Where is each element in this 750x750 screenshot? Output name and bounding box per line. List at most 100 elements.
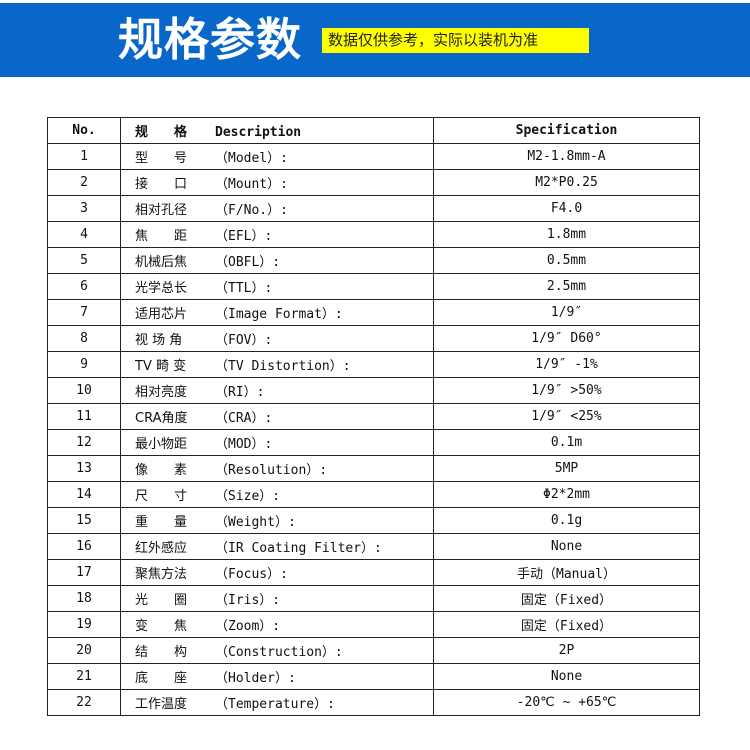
row-desc-en: （Resolution）: <box>215 463 328 478</box>
row-desc-cn: CRA角度 <box>135 411 188 426</box>
row-no: 17 <box>47 559 121 586</box>
row-spec: None <box>433 663 700 690</box>
table-row: 21 底 座 （Holder）: None <box>47 663 700 690</box>
row-description: 相对孔径 （F/No.）: <box>120 195 434 222</box>
row-no: 5 <box>47 247 121 274</box>
row-no: 12 <box>47 429 121 456</box>
row-desc-cn: 底 座 <box>135 671 188 686</box>
row-description: TV 畸 变 （TV Distortion）: <box>120 351 434 378</box>
row-no: 3 <box>47 195 121 222</box>
header-description: 规 格 Description <box>120 117 434 144</box>
row-spec: 1.8mm <box>433 221 700 248</box>
table-row: 3 相对孔径 （F/No.）: F4.0 <box>47 195 700 222</box>
row-desc-cn: 聚焦方法 <box>135 567 188 582</box>
row-description: 适用芯片 （Image Format）: <box>120 299 434 326</box>
row-desc-en: （MOD）: <box>215 437 273 452</box>
row-no: 2 <box>47 169 121 196</box>
row-spec: 1/9″ <box>433 299 700 326</box>
row-description: 光学总长 （TTL）: <box>120 273 434 300</box>
header-desc-cn: 规 格 <box>135 125 188 140</box>
row-desc-en: （Focus）: <box>215 567 288 582</box>
table-row: 2 接 口 （Mount）: M2*P0.25 <box>47 169 700 196</box>
table-row: 16 红外感应 （IR Coating Filter）: None <box>47 533 700 560</box>
table-row: 8 视 场 角 （FOV）: 1/9″ D60° <box>47 325 700 352</box>
row-desc-cn: 适用芯片 <box>135 307 188 322</box>
row-spec: 2.5mm <box>433 273 700 300</box>
row-spec: -20℃ ~ +65℃ <box>433 689 700 716</box>
spec-table: No. 规 格 Description Specification 1 型 号 （Mo… <box>47 117 700 716</box>
table-row: 10 相对亮度 （RI）: 1/9″ >50% <box>47 377 700 404</box>
table-row: 18 光 圈 （Iris）: 固定（Fixed） <box>47 585 700 612</box>
row-no: 15 <box>47 507 121 534</box>
row-no: 19 <box>47 611 121 638</box>
row-desc-cn: 接 口 <box>135 177 188 192</box>
row-description: 工作温度 （Temperature）: <box>120 689 434 716</box>
row-desc-cn: 红外感应 <box>135 541 188 556</box>
row-desc-cn: 视 场 角 <box>135 333 183 348</box>
row-spec: 手动（Manual） <box>433 559 700 586</box>
row-desc-en: （OBFL）: <box>215 255 281 270</box>
row-description: 尺 寸 （Size）: <box>120 481 434 508</box>
row-desc-en: （Zoom）: <box>215 619 281 634</box>
row-no: 16 <box>47 533 121 560</box>
disclaimer-note: 数据仅供参考，实际以装机为准 <box>322 28 589 53</box>
page-title: 规格参数 <box>118 13 303 66</box>
row-no: 10 <box>47 377 121 404</box>
row-spec: 固定（Fixed） <box>433 611 700 638</box>
row-desc-cn: 重 量 <box>135 515 188 530</box>
row-desc-en: （FOV）: <box>215 333 273 348</box>
row-spec: M2*P0.25 <box>433 169 700 196</box>
row-spec: Φ2*2mm <box>433 481 700 508</box>
table-row: 4 焦 距 （EFL）: 1.8mm <box>47 221 700 248</box>
row-desc-cn: 工作温度 <box>135 697 188 712</box>
table-row: 12 最小物距 （MOD）: 0.1m <box>47 429 700 456</box>
table-row: 13 像 素 （Resolution）: 5MP <box>47 455 700 482</box>
table-header-row: No. 规 格 Description Specification <box>47 117 700 144</box>
row-description: 最小物距 （MOD）: <box>120 429 434 456</box>
row-desc-en: （Iris）: <box>215 593 281 608</box>
row-description: 型 号 （Model）: <box>120 143 434 170</box>
row-desc-cn: 尺 寸 <box>135 489 188 504</box>
row-desc-cn: 变 焦 <box>135 619 188 634</box>
row-no: 7 <box>47 299 121 326</box>
row-description: 像 素 （Resolution）: <box>120 455 434 482</box>
row-desc-en: （RI）: <box>215 385 265 400</box>
row-desc-en: （Model）: <box>215 151 288 166</box>
row-desc-en: （EFL）: <box>215 229 273 244</box>
table-row: 11 CRA角度 （CRA）: 1/9″ <25% <box>47 403 700 430</box>
row-spec: 0.5mm <box>433 247 700 274</box>
row-desc-cn: 相对孔径 <box>135 203 188 218</box>
row-desc-en: （IR Coating Filter）: <box>215 541 382 556</box>
table-row: 5 机械后焦 （OBFL）: 0.5mm <box>47 247 700 274</box>
row-spec: 固定（Fixed） <box>433 585 700 612</box>
row-desc-en: （Size）: <box>215 489 281 504</box>
row-description: 结 构 （Construction）: <box>120 637 434 664</box>
row-description: 机械后焦 （OBFL）: <box>120 247 434 274</box>
row-desc-cn: 光 圈 <box>135 593 188 608</box>
row-desc-cn: 光学总长 <box>135 281 188 296</box>
row-no: 18 <box>47 585 121 612</box>
row-no: 6 <box>47 273 121 300</box>
row-no: 11 <box>47 403 121 430</box>
table-row: 6 光学总长 （TTL）: 2.5mm <box>47 273 700 300</box>
row-description: 重 量 （Weight）: <box>120 507 434 534</box>
row-spec: 1/9″ <25% <box>433 403 700 430</box>
table-row: 19 变 焦 （Zoom）: 固定（Fixed） <box>47 611 700 638</box>
row-desc-en: （Construction）: <box>215 645 343 660</box>
row-spec: M2-1.8mm-A <box>433 143 700 170</box>
table-row: 1 型 号 （Model）: M2-1.8mm-A <box>47 143 700 170</box>
row-description: 红外感应 （IR Coating Filter）: <box>120 533 434 560</box>
table-row: 7 适用芯片 （Image Format）: 1/9″ <box>47 299 700 326</box>
row-desc-cn: 相对亮度 <box>135 385 188 400</box>
row-description: 变 焦 （Zoom）: <box>120 611 434 638</box>
table-row: 20 结 构 （Construction）: 2P <box>47 637 700 664</box>
row-spec: 2P <box>433 637 700 664</box>
row-spec: 0.1m <box>433 429 700 456</box>
table-row: 22 工作温度 （Temperature）: -20℃ ~ +65℃ <box>47 689 700 716</box>
row-desc-en: （Temperature）: <box>215 697 335 712</box>
row-desc-en: （Weight）: <box>215 515 296 530</box>
table-row: 9 TV 畸 变 （TV Distortion）: 1/9″ -1% <box>47 351 700 378</box>
row-description: 相对亮度 （RI）: <box>120 377 434 404</box>
row-desc-en: （CRA）: <box>215 411 273 426</box>
row-no: 20 <box>47 637 121 664</box>
